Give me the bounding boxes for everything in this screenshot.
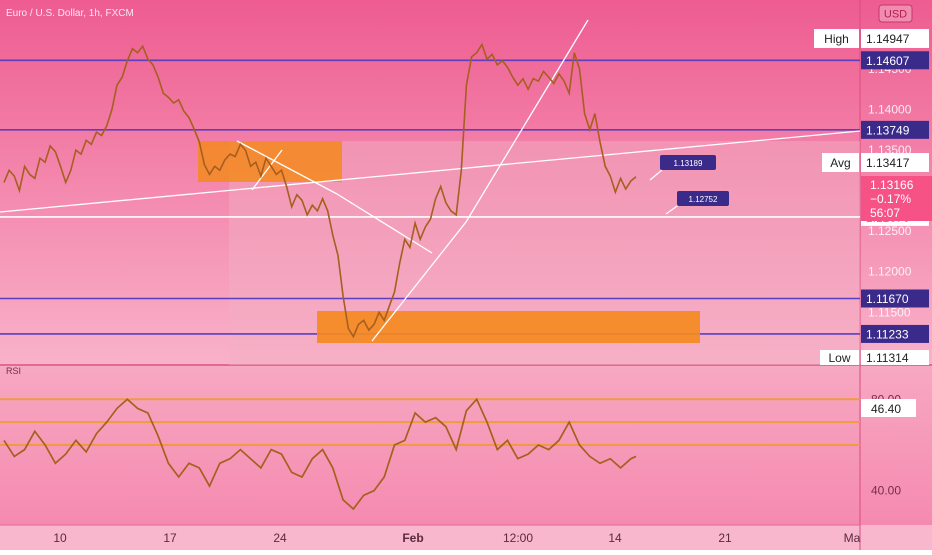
x-tick-2: 24 [273, 531, 287, 545]
last-price-tag[interactable]: 1.13166 −0.17% 56:07 [861, 176, 932, 221]
rsi-value: 46.40 [871, 402, 901, 416]
x-tick-6: 21 [718, 531, 732, 545]
callout-1-label: 1.13189 [674, 159, 703, 168]
price-series-line[interactable] [3, 42, 637, 339]
rsi-value-tag[interactable]: 46.40 [861, 399, 916, 417]
currency-badge-label: USD [884, 9, 907, 21]
last-price-countdown: 56:07 [870, 206, 900, 220]
high-tag-value: 1.14947 [866, 32, 910, 46]
time-axis[interactable] [0, 525, 932, 550]
trendlines[interactable] [0, 19, 861, 342]
high-tag[interactable]: High 1.14947 [814, 29, 929, 48]
trendline-down[interactable] [236, 140, 338, 195]
rsi-series-line[interactable] [3, 397, 637, 511]
level-tag-4[interactable] [861, 324, 929, 343]
avg-tag-value: 1.13417 [866, 156, 910, 170]
trendline-up-low[interactable] [371, 221, 467, 342]
supply-zone[interactable] [198, 141, 342, 182]
callout-1[interactable]: 1.13189 [649, 155, 716, 181]
high-tag-label: High [824, 32, 849, 46]
trendline-small[interactable] [251, 149, 283, 191]
rsi-label: RSI [6, 366, 21, 376]
x-tick-1: 17 [163, 531, 177, 545]
level-tag-label-0: 1.14607 [866, 54, 910, 68]
avg-tag-label: Avg [830, 156, 850, 170]
level-tag-label-1: 1.13749 [866, 123, 910, 137]
level-tag-label-3: 1.11670 [866, 292, 909, 306]
x-tick-3: Feb [402, 531, 423, 545]
last-price-value: 1.13166 [870, 178, 914, 192]
y-tick-1: 1.14000 [868, 103, 912, 117]
callout-2-label: 1.12752 [689, 195, 718, 204]
x-tick-7: Ma [844, 531, 861, 545]
low-tag-label: Low [828, 351, 850, 365]
x-tick-0: 10 [53, 531, 67, 545]
x-tick-4: 12:00 [503, 531, 533, 545]
y-tick-4: 1.12500 [868, 224, 912, 238]
level-tag-1[interactable] [861, 120, 929, 139]
last-price-change: −0.17% [870, 192, 911, 206]
callout-2[interactable]: 1.12752 [665, 191, 729, 215]
trendline-long[interactable] [0, 130, 861, 213]
trendline-down-ext[interactable] [336, 193, 433, 254]
avg-tag[interactable]: Avg 1.13417 [822, 153, 929, 172]
trendline-up[interactable] [465, 19, 589, 223]
low-tag[interactable]: Low 1.11314 [820, 350, 929, 365]
low-tag-value: 1.11314 [866, 351, 909, 365]
level-tag-3[interactable] [861, 289, 929, 308]
currency-badge[interactable]: USD [878, 4, 913, 23]
level-tag-label-4: 1.11233 [866, 327, 909, 341]
rsi-tick-1: 40.00 [871, 484, 901, 498]
y-tick-6: 1.11500 [868, 305, 911, 319]
level-tag-0[interactable] [861, 51, 929, 70]
symbol-title: Euro / U.S. Dollar, 1h, FXCM [6, 8, 134, 19]
x-tick-5: 14 [608, 531, 622, 545]
y-tick-5: 1.12000 [868, 265, 912, 279]
